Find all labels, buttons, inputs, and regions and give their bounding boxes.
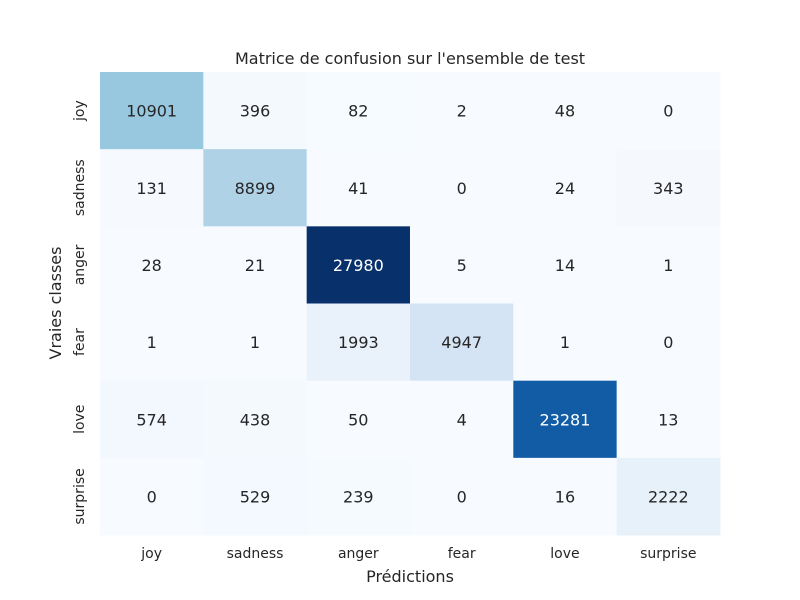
heatmap-cell — [616, 457, 721, 536]
heatmap-cell — [203, 457, 308, 536]
cell-value-label: 82 — [348, 102, 368, 121]
heatmap-cell — [100, 303, 204, 382]
cell-value-label: 23281 — [540, 410, 591, 429]
cell-value-label: 8899 — [235, 179, 276, 198]
heatmap-cell — [203, 303, 308, 382]
cell-value-label: 27980 — [333, 256, 384, 275]
cell-value-label: 131 — [136, 179, 167, 198]
heatmap-cell — [513, 72, 618, 150]
cell-value-label: 10901 — [126, 102, 177, 121]
heatmap-cell — [203, 149, 308, 227]
y-tick-label: anger — [72, 244, 88, 285]
heatmap-cell — [513, 226, 618, 305]
y-tick-label: sadness — [72, 159, 88, 216]
x-tick-label: love — [550, 546, 579, 562]
cell-value-label: 1 — [560, 333, 570, 352]
cell-value-label: 16 — [555, 487, 575, 506]
cell-value-label: 1993 — [338, 333, 379, 352]
cell-value-label: 14 — [555, 256, 575, 275]
cell-value-label: 24 — [555, 179, 575, 198]
heatmap-cell — [306, 457, 411, 536]
cell-value-label: 1 — [147, 333, 157, 352]
cell-value-label: 41 — [348, 179, 368, 198]
heatmap-cell — [409, 226, 514, 305]
cell-value-label: 4 — [457, 410, 467, 429]
heatmap-cell — [513, 149, 618, 227]
cell-value-label: 0 — [663, 333, 673, 352]
heatmap-cell — [100, 149, 204, 227]
cell-value-label: 0 — [457, 179, 467, 198]
heatmap-cell — [100, 72, 204, 150]
heatmap-cell — [306, 72, 411, 150]
heatmap-cell — [409, 380, 514, 459]
cell-value-label: 1 — [663, 256, 673, 275]
heatmap-cell — [306, 149, 411, 227]
chart-title: Matrice de confusion sur l'ensemble de t… — [235, 49, 585, 68]
heatmap-cell — [306, 226, 411, 305]
heatmap-cell — [409, 72, 514, 150]
x-tick-label: anger — [338, 546, 379, 562]
cell-value-label: 48 — [555, 102, 575, 121]
y-tick-label: surprise — [72, 468, 88, 524]
cell-value-label: 1 — [250, 333, 260, 352]
x-tick-labels: joy sadness anger fear love surprise — [140, 546, 696, 562]
x-tick-label: joy — [140, 546, 162, 562]
x-tick-label: surprise — [640, 546, 696, 562]
heatmap-cell — [100, 226, 204, 305]
heatmap-cell — [203, 380, 308, 459]
cell-value-label: 28 — [141, 256, 161, 275]
cell-value-label: 2 — [457, 102, 467, 121]
cell-value-label: 343 — [653, 179, 684, 198]
heatmap-cell — [616, 72, 721, 150]
cell-value-label: 5 — [457, 256, 467, 275]
cell-value-label: 50 — [348, 410, 368, 429]
heatmap-cell — [100, 380, 204, 459]
cell-value-label: 21 — [245, 256, 265, 275]
cell-value-label: 239 — [343, 487, 374, 506]
heatmap-cell — [203, 72, 308, 150]
cell-value-label: 396 — [240, 102, 271, 121]
y-tick-label: joy — [72, 100, 88, 122]
heatmap-cell — [616, 226, 721, 305]
cell-value-label: 2222 — [648, 487, 689, 506]
heatmap-cell — [203, 226, 308, 305]
cell-value-label: 13 — [658, 410, 678, 429]
heatmap-cell — [409, 149, 514, 227]
y-tick-label: fear — [72, 328, 88, 356]
cell-value-label: 438 — [240, 410, 271, 429]
y-axis-title: Vraies classes — [46, 247, 65, 360]
heatmap-cell — [616, 303, 721, 382]
heatmap-cell — [306, 380, 411, 459]
heatmap-cell — [409, 457, 514, 536]
heatmap-cell — [409, 303, 514, 382]
y-tick-label: love — [72, 405, 88, 434]
heatmap-cell — [616, 149, 721, 227]
x-tick-label: sadness — [227, 546, 284, 562]
heatmap-cell — [513, 303, 618, 382]
cell-value-label: 529 — [240, 487, 271, 506]
heatmap-cell — [616, 380, 721, 459]
x-axis-title: Prédictions — [366, 567, 454, 586]
heatmap-cell — [100, 457, 204, 536]
y-tick-labels: joy sadness anger fear love surprise — [72, 100, 88, 524]
cell-value-label: 0 — [457, 487, 467, 506]
heatmap-cell — [513, 457, 618, 536]
cell-value-label: 0 — [147, 487, 157, 506]
cell-value-label: 574 — [136, 410, 167, 429]
heatmap-cell — [513, 380, 618, 459]
cell-value-label: 4947 — [441, 333, 482, 352]
cell-value-label: 0 — [663, 102, 673, 121]
heatmap-cell — [306, 303, 411, 382]
x-tick-label: fear — [448, 546, 476, 562]
